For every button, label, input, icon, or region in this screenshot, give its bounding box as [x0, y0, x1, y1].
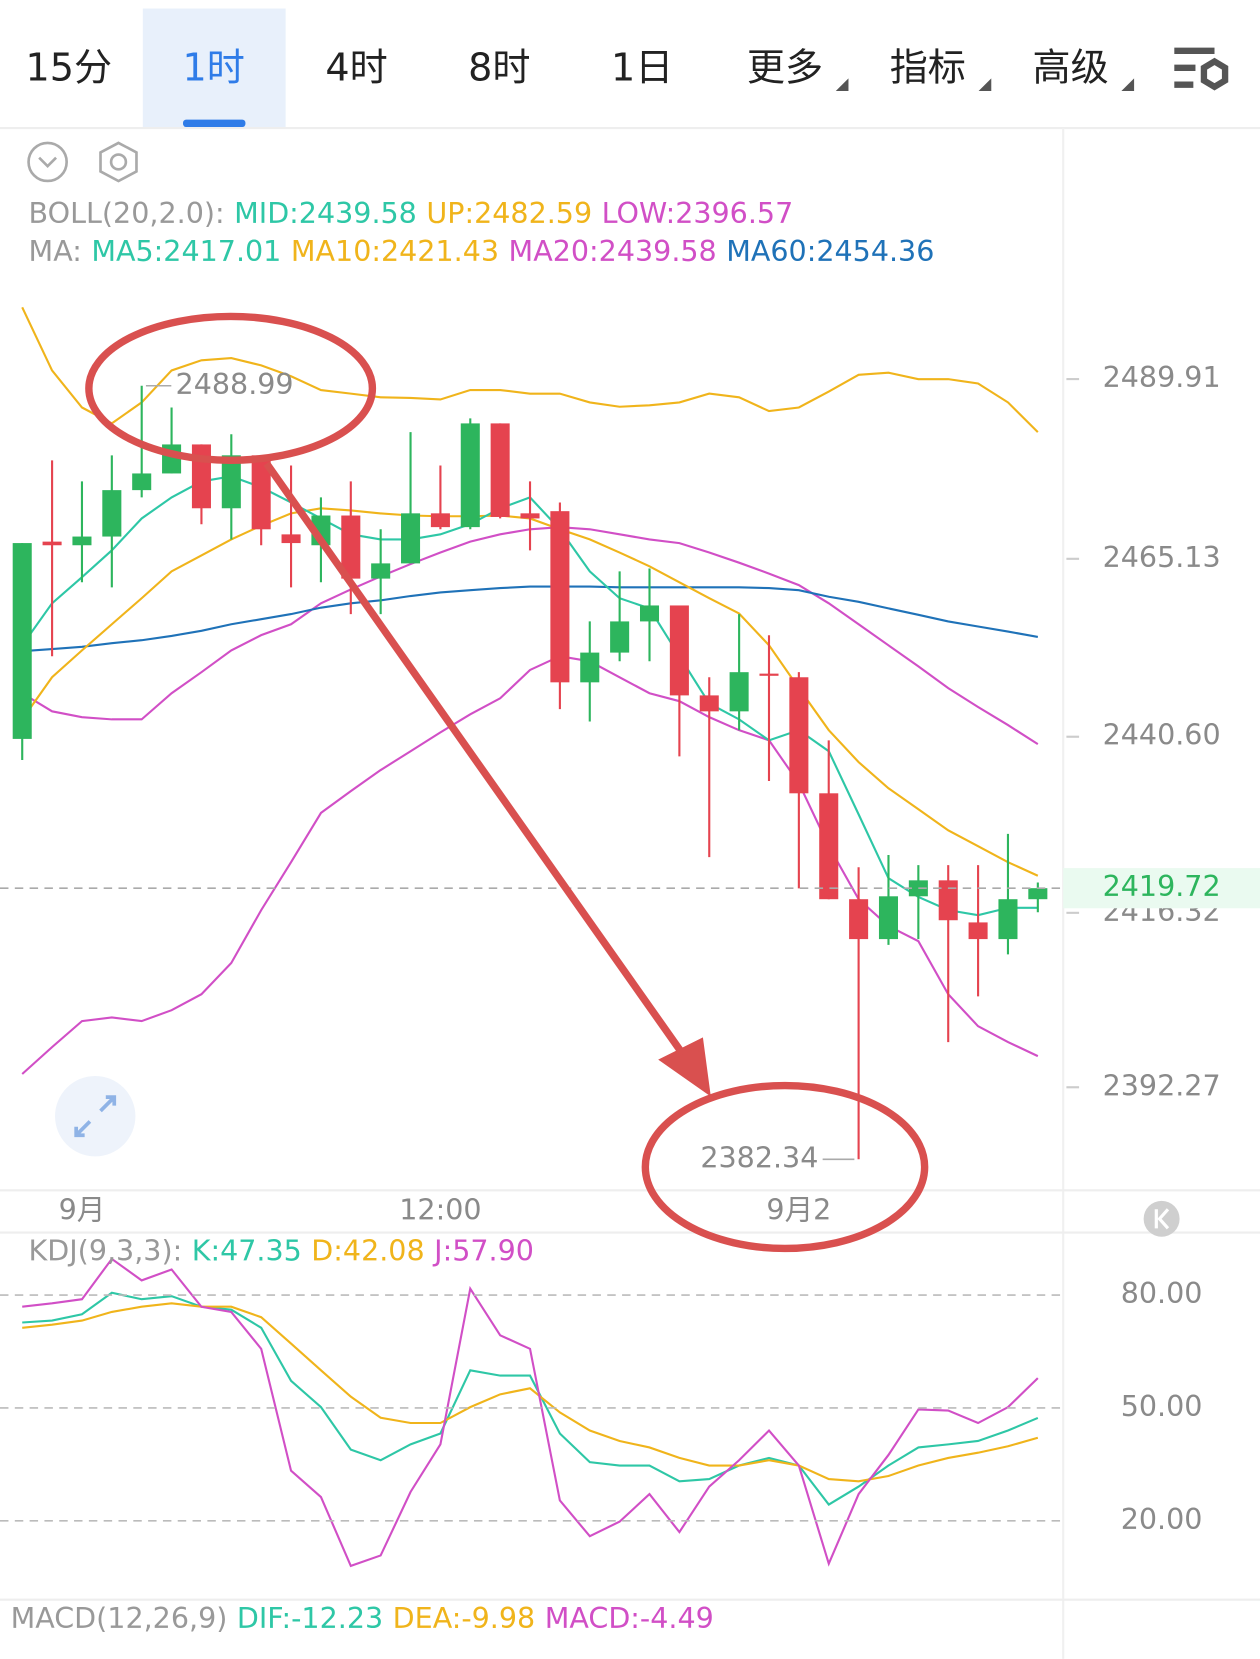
- y-tick-label: 2392.27: [1103, 1068, 1221, 1102]
- selected-tab-bg: [142, 8, 286, 128]
- candle-body: [430, 513, 450, 528]
- indicator-value: MACD:-4.49: [545, 1601, 714, 1635]
- indicator-value: MID:2439.58: [234, 196, 417, 230]
- candle-body: [191, 444, 211, 509]
- indicator-value: DEA:-9.98: [393, 1601, 536, 1635]
- candle-body: [998, 899, 1018, 940]
- candle-body: [341, 515, 361, 579]
- y-tick-label: 50.00: [1121, 1389, 1203, 1423]
- last-price-box: [1063, 868, 1260, 909]
- indicator-title: BOLL(20,2.0):: [29, 196, 225, 230]
- y-tick-label: 2465.13: [1103, 540, 1221, 574]
- indicator-line: [22, 585, 1039, 653]
- candle-body: [72, 536, 92, 546]
- tab[interactable]: 1时: [183, 45, 245, 89]
- indicator-header: KDJ(9,3,3): K:47.35 D:42.08 J:57.90: [29, 1234, 534, 1268]
- candle-body: [819, 793, 839, 900]
- candle-body: [639, 605, 660, 622]
- candle-body: [251, 455, 271, 530]
- x-tick-label: 9月: [59, 1192, 106, 1226]
- kdj-plot: [22, 1257, 1039, 1568]
- indicator-line: [21, 655, 1039, 1075]
- settings-hex-icon[interactable]: [99, 141, 138, 183]
- y-tick-label: 2440.60: [1103, 718, 1221, 752]
- hand-annotation: [85, 312, 929, 1253]
- tab[interactable]: 8时: [468, 45, 530, 89]
- candle-body: [759, 673, 779, 676]
- low-label: 2382.34: [700, 1140, 818, 1174]
- candle-body: [281, 534, 301, 544]
- indicator-title: MACD(12,26,9): [11, 1601, 228, 1635]
- collapse-icon[interactable]: [27, 141, 68, 183]
- candle-body: [490, 423, 510, 517]
- indicator-header: MACD(12,26,9) DIF:-12.23 DEA:-9.98 MACD:-4.…: [11, 1601, 714, 1635]
- arrow-head: [658, 1037, 711, 1097]
- tab[interactable]: 高级: [1033, 45, 1109, 89]
- tab[interactable]: 15分: [26, 45, 113, 89]
- expand-button[interactable]: [55, 1075, 136, 1157]
- candle-body: [550, 511, 570, 683]
- indicator-header: MA: MA5:2417.01 MA10:2421.43 MA20:2439.58 MA…: [29, 234, 935, 268]
- y-tick-label: 20.00: [1121, 1502, 1203, 1536]
- x-tick-label: 9月2: [766, 1192, 831, 1226]
- indicator-header: BOLL(20,2.0): MID:2439.58 UP:2482.59 LOW:23…: [29, 196, 794, 230]
- indicator-line: [22, 1257, 1039, 1568]
- indicator-value: MA5:2417.01: [91, 234, 281, 268]
- candle-body: [371, 563, 391, 579]
- candle-body: [849, 899, 869, 940]
- candle-body: [102, 490, 122, 537]
- indicator-value: MA60:2454.36: [726, 234, 934, 268]
- indicator-value: UP:2482.59: [426, 196, 592, 230]
- candle-body: [42, 541, 62, 546]
- main-plot: [12, 306, 1048, 1160]
- last-price-label: 2419.72: [1103, 869, 1221, 903]
- y-tick-label: 80.00: [1121, 1276, 1203, 1310]
- indicator-line: [22, 1291, 1039, 1506]
- candle-body: [580, 652, 600, 683]
- candle-body: [669, 605, 689, 696]
- candle-body: [699, 695, 719, 712]
- indicator-value: MA20:2439.58: [509, 234, 717, 268]
- tab[interactable]: 指标: [890, 45, 966, 89]
- settings-icon[interactable]: [1174, 47, 1229, 91]
- candle-body: [610, 621, 630, 653]
- indicator-value: MA10:2421.43: [291, 234, 499, 268]
- dropdown-caret: [978, 78, 992, 92]
- overlay: BOLL(20,2.0): MID:2439.58 UP:2482.59 LOW:23…: [0, 196, 1260, 1635]
- tab[interactable]: 更多: [747, 45, 823, 89]
- indicator-value: D:42.08: [311, 1234, 424, 1268]
- candle-body: [789, 677, 809, 794]
- candle-body: [401, 513, 421, 564]
- dropdown-caret: [835, 78, 849, 92]
- tab[interactable]: 1日: [611, 45, 673, 89]
- candle-body: [460, 423, 480, 528]
- candle-body: [1028, 888, 1048, 900]
- high-label: 2488.99: [176, 367, 294, 401]
- indicator-value: J:57.90: [432, 1234, 534, 1268]
- indicator-value: K:47.35: [192, 1234, 302, 1268]
- x-tick-label: 12:00: [399, 1192, 481, 1226]
- indicator-line: [22, 1302, 1039, 1483]
- collapse-axis-button[interactable]: [1143, 1200, 1180, 1237]
- candle-body: [878, 896, 898, 940]
- candle-body: [938, 880, 958, 921]
- indicator-value: LOW:2396.57: [602, 196, 794, 230]
- candle-body: [132, 473, 152, 491]
- indicator-title: KDJ(9,3,3):: [29, 1234, 183, 1268]
- candle-body: [729, 672, 749, 712]
- indicator-value: DIF:-12.23: [237, 1601, 383, 1635]
- y-tick-label: 2489.91: [1103, 360, 1221, 394]
- indicator-line: [21, 306, 1039, 433]
- indicator-title: MA:: [29, 234, 82, 268]
- candle-body: [968, 922, 988, 940]
- candle-body: [520, 513, 540, 519]
- tab[interactable]: 4时: [325, 45, 387, 89]
- candle-body: [221, 455, 241, 509]
- dropdown-caret: [1121, 78, 1135, 92]
- selected-tab-indicator: [183, 119, 246, 128]
- candle-body: [12, 543, 32, 739]
